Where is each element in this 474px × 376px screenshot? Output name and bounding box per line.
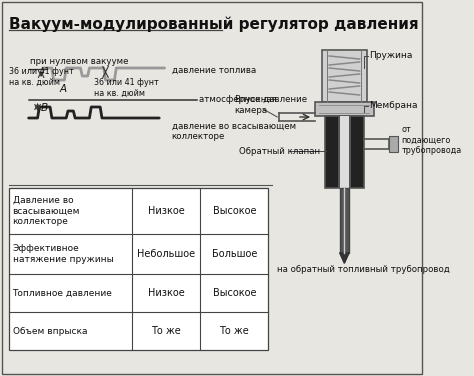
Text: Вакуум-модулированный регулятор давления: Вакуум-модулированный регулятор давления: [9, 16, 419, 32]
Polygon shape: [340, 253, 349, 263]
Text: B: B: [40, 103, 47, 113]
Text: на обратный топливный трубопровод: на обратный топливный трубопровод: [277, 264, 450, 273]
Text: Давление во
всасывающем
коллекторе: Давление во всасывающем коллекторе: [12, 196, 80, 226]
Bar: [340, 188, 349, 253]
Text: атмосферное давление: атмосферное давление: [199, 96, 307, 105]
Bar: [338, 116, 351, 188]
Text: То же: То же: [152, 326, 181, 336]
Text: Пружина: Пружина: [369, 52, 413, 61]
Bar: [9, 188, 268, 350]
Text: Небольшое: Небольшое: [137, 249, 195, 259]
Text: 36 или 41 фунт
на кв. дюйм: 36 или 41 фунт на кв. дюйм: [94, 78, 159, 97]
Text: Обратный клапан: Обратный клапан: [239, 147, 320, 156]
Text: Впускная
камера: Впускная камера: [234, 95, 277, 115]
Text: A: A: [59, 84, 66, 94]
Bar: [340, 116, 349, 188]
Bar: [322, 50, 367, 102]
Bar: [389, 136, 398, 152]
Text: от
подающего
трубопровода: от подающего трубопровода: [401, 125, 462, 155]
Text: Низкое: Низкое: [148, 206, 185, 216]
Text: Эффективное
натяжение пружины: Эффективное натяжение пружины: [12, 244, 113, 264]
Text: Высокое: Высокое: [213, 288, 256, 298]
Text: Высокое: Высокое: [213, 206, 256, 216]
Text: давление во всасывающем
коллекторе: давление во всасывающем коллекторе: [172, 122, 296, 141]
Text: Топливное давление: Топливное давление: [12, 288, 112, 297]
Bar: [315, 102, 374, 116]
Text: при нулевом вакууме: при нулевом вакууме: [30, 57, 129, 66]
Text: 36 или 41 фунт
на кв. дюйм: 36 или 41 фунт на кв. дюйм: [9, 67, 73, 86]
Text: Большое: Большое: [212, 249, 257, 259]
Text: Низкое: Низкое: [148, 288, 185, 298]
Text: То же: То же: [219, 326, 249, 336]
Text: Объем впрыска: Объем впрыска: [12, 326, 87, 335]
Text: давление топлива: давление топлива: [172, 65, 256, 74]
Bar: [325, 116, 364, 188]
Text: Мембрана: Мембрана: [369, 102, 418, 111]
